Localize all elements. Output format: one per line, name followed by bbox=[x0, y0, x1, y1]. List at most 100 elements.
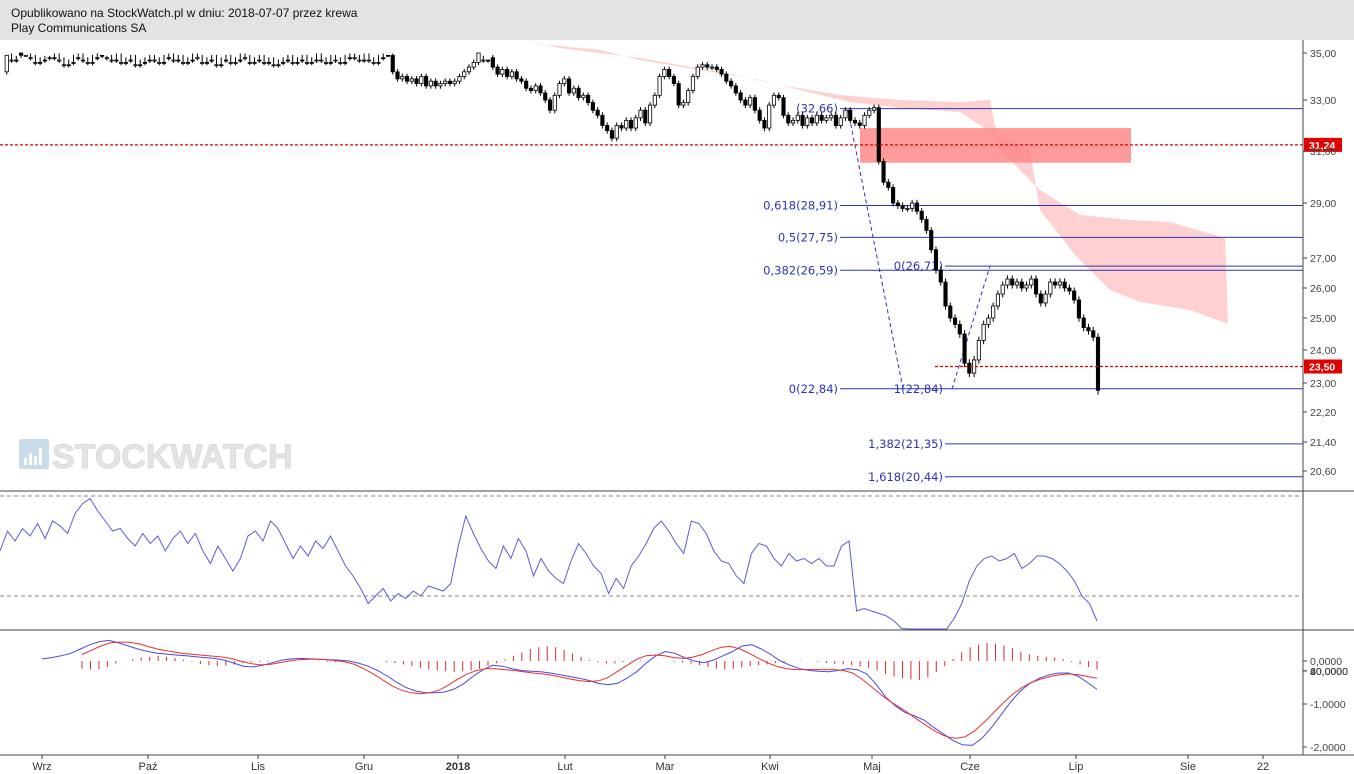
candle-body bbox=[447, 80, 452, 84]
candle-body bbox=[824, 117, 829, 121]
candle-body bbox=[714, 66, 719, 70]
stockwatch-watermark: STOCKWATCH bbox=[19, 438, 293, 476]
fib-level-label: 0,618(28,91) bbox=[763, 198, 838, 212]
candle-body bbox=[257, 59, 262, 62]
candle-body bbox=[462, 71, 467, 77]
price-tick-label: 20,60 bbox=[1310, 466, 1336, 478]
candle-body bbox=[891, 186, 896, 204]
candle-body bbox=[443, 80, 448, 84]
candle-body bbox=[90, 61, 95, 64]
candle-body bbox=[571, 87, 576, 94]
candle-body bbox=[52, 57, 57, 60]
candle-body bbox=[457, 76, 462, 82]
candle-body bbox=[910, 202, 915, 209]
chart-header: Opublikowano na StockWatch.pl w dniu: 20… bbox=[0, 0, 1354, 40]
candle-body bbox=[733, 85, 738, 94]
candle-body bbox=[190, 59, 195, 62]
candle-body bbox=[729, 80, 734, 87]
candle-body bbox=[1091, 330, 1096, 338]
candle-body bbox=[161, 61, 167, 64]
candle-body bbox=[247, 61, 252, 64]
price-tick-label: 22,20 bbox=[1310, 407, 1336, 419]
candle-body bbox=[333, 59, 338, 62]
rsi-tick-label: 40,0000 bbox=[1310, 666, 1348, 678]
candle-body bbox=[862, 114, 867, 126]
candle-body bbox=[676, 83, 681, 106]
candle-body bbox=[981, 323, 986, 341]
candle-body bbox=[200, 61, 205, 64]
candle-body bbox=[119, 61, 124, 64]
candle-body bbox=[271, 64, 276, 67]
candle-body bbox=[138, 64, 143, 67]
candle-body bbox=[1033, 278, 1039, 295]
macd-panel: 0,0000 -1,0000 -2,0000 bbox=[41, 639, 1346, 754]
candle-body bbox=[948, 305, 953, 319]
candle-body bbox=[357, 59, 362, 62]
candle-body bbox=[80, 59, 86, 62]
candle-body bbox=[776, 94, 781, 99]
candle-body bbox=[28, 57, 33, 60]
candle-body bbox=[181, 61, 186, 64]
candle-body bbox=[838, 117, 843, 126]
price-tick-label: 23,00 bbox=[1310, 378, 1336, 390]
candle-body bbox=[1067, 287, 1072, 292]
candle-body bbox=[986, 317, 991, 325]
candle-body bbox=[409, 78, 414, 82]
rsi-tick-label: 20,0000 bbox=[1310, 666, 1348, 678]
candle-body bbox=[433, 80, 438, 87]
candle-body bbox=[962, 333, 967, 364]
candlesticks bbox=[4, 52, 1101, 395]
candle-body bbox=[752, 97, 757, 111]
candle-body bbox=[242, 57, 248, 60]
time-tick-label: Lis bbox=[251, 761, 266, 773]
price-tick-label: 21,40 bbox=[1310, 437, 1336, 449]
candle-body bbox=[281, 61, 286, 64]
candle-body bbox=[719, 69, 724, 75]
time-tick-label: Maj bbox=[863, 761, 881, 773]
candle-body bbox=[500, 69, 505, 75]
candle-body bbox=[57, 59, 62, 62]
candle-body bbox=[709, 66, 715, 69]
candle-body bbox=[176, 59, 181, 62]
candle-body bbox=[514, 71, 519, 80]
candle-body bbox=[952, 317, 958, 325]
candle-body bbox=[276, 64, 281, 67]
candle-body bbox=[1053, 281, 1058, 286]
candle-body bbox=[886, 181, 891, 188]
candle-body bbox=[686, 90, 691, 103]
candle-body bbox=[495, 66, 500, 75]
price-markers: 31,24 23,50 bbox=[0, 137, 1342, 374]
instrument-name: Play Communications SA bbox=[11, 21, 147, 35]
candle-body bbox=[166, 57, 171, 60]
candle-body bbox=[967, 362, 972, 374]
time-tick-label: Lip bbox=[1069, 761, 1084, 773]
candle-body bbox=[914, 202, 919, 212]
candle-body bbox=[995, 293, 1000, 307]
stock-chart[interactable]: (32,66) 0,618(28,91) 0,5(27,75) 0,382(26,59… bbox=[0, 40, 1354, 774]
candle-body bbox=[142, 61, 148, 64]
candle-body bbox=[76, 57, 81, 60]
candle-body bbox=[38, 61, 43, 64]
candle-body bbox=[185, 61, 190, 64]
candle-body bbox=[1010, 278, 1015, 286]
candle-body bbox=[95, 57, 100, 60]
candle-body bbox=[309, 61, 314, 64]
time-tick-label: Paź bbox=[139, 761, 158, 773]
candle-body bbox=[657, 76, 662, 96]
candle-body bbox=[219, 64, 224, 67]
fib-level-label: 1(22,84) bbox=[894, 382, 943, 396]
candle-body bbox=[195, 57, 200, 60]
candle-body bbox=[9, 59, 14, 62]
candle-body bbox=[581, 94, 586, 99]
candle-body bbox=[790, 120, 796, 124]
candle-body bbox=[371, 61, 376, 64]
candle-body bbox=[900, 205, 905, 209]
candle-body bbox=[1024, 284, 1029, 289]
price-tick-label: 26,00 bbox=[1310, 283, 1336, 295]
candle-body bbox=[814, 114, 819, 124]
watermark-bar bbox=[39, 448, 42, 465]
time-tick-label: Gru bbox=[355, 761, 373, 773]
candle-body bbox=[14, 59, 19, 62]
candle-body bbox=[1095, 336, 1101, 391]
